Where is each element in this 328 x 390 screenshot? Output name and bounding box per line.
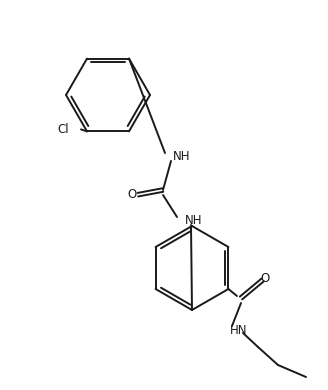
Text: NH: NH — [173, 149, 191, 163]
Text: O: O — [127, 188, 137, 202]
Text: NH: NH — [185, 213, 202, 227]
Text: O: O — [260, 271, 270, 284]
Text: Cl: Cl — [57, 123, 69, 136]
Text: HN: HN — [230, 323, 248, 337]
